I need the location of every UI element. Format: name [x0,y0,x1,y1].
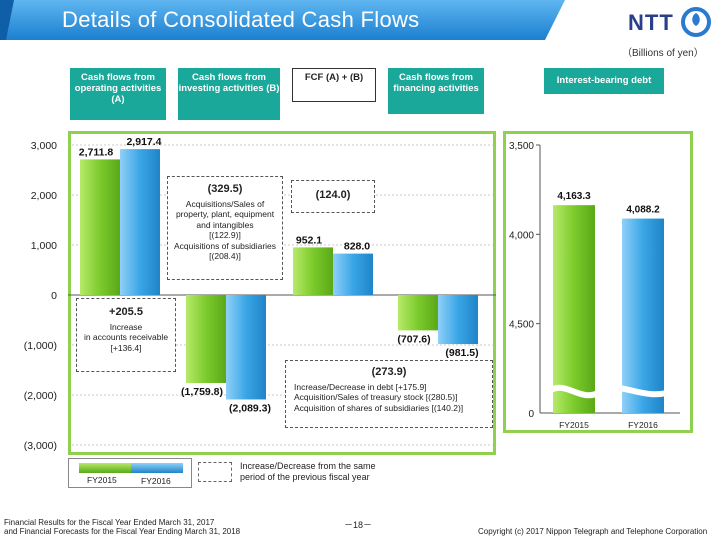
annotation-investing: (329.5) Acquisitions/Sales of property, … [167,176,283,280]
copyright: Copyright (c) 2017 Nippon Telegraph and … [478,527,708,536]
header-investing: Cash flows from investing activities (B) [178,68,280,120]
footer-left-line1: Financial Results for the Fiscal Year En… [4,518,215,527]
debt-bar-0 [553,205,595,413]
debt-category-label: FY2016 [628,420,658,430]
annotation-financing-line3: Acquisition of shares of subsidiaries [(… [294,402,464,413]
data-label: (707.6) [397,333,430,345]
header-fcf: FCF (A) + (B) [292,68,376,102]
data-label: (2,089.3) [229,402,271,414]
legend-dashed-box [198,462,232,482]
ntt-logo: NTT [628,6,716,38]
footer-left-line2: and Financial Forecasts for the Fiscal Y… [4,527,241,536]
annotation-operating-line1: Increase [109,321,143,332]
legend-dashed-line1: Increase/Decrease from the same [240,461,376,471]
annotation-operating: +205.5 Increase in accounts receivable [… [76,298,176,372]
title-banner [0,0,565,40]
page-number: －18－ [344,520,373,530]
data-label: (1,759.8) [181,386,223,398]
annotation-investing-line6: [(208.4)] [209,251,241,261]
legend-label-fy2015: FY2015 [87,475,117,485]
annotation-investing-line1: Acquisitions/Sales of [185,198,265,209]
debt-tick-label: 4,500 [509,320,534,331]
legend-swatch-fy2016 [131,463,183,473]
debt-tick-label: 4,000 [509,230,534,241]
legend-dashed-label: Increase/Decrease from the same period o… [240,461,376,483]
y-tick-label: 3,000 [31,140,57,152]
logo-text: NTT [628,10,674,35]
annotation-fcf-value: (124.0) [315,189,351,201]
legend-label-fy2016: FY2016 [141,476,171,486]
annotation-investing-value: (329.5) [207,183,243,195]
header-financing-label: Cash flows from financing activities [393,72,479,94]
bar-fy2015-2 [293,247,333,295]
bar-fy2015-0 [80,159,120,295]
header-fcf-label: FCF (A) + (B) [304,72,364,83]
bar-fy2016-2 [333,253,373,295]
header-operating: Cash flows from operating activities (A) [70,68,166,120]
annotation-operating-line3: [+136.4] [110,342,142,353]
header-operating-label: Cash flows from operating activities (A) [74,72,162,105]
annotation-financing-value: (273.9) [371,366,407,378]
header-investing-label: Cash flows from investing activities (B) [178,72,280,94]
footer-left: Financial Results for the Fiscal Year En… [4,518,240,536]
debt-panel [503,131,693,433]
legend-dashed-line2: period of the previous fiscal year [240,472,370,482]
annotation-financing-line2: Acquisition/Sales of treasury stock [(28… [294,392,458,402]
debt-data-label: 4,163.3 [557,191,591,202]
annotation-investing-line4: [(122.9)] [209,230,241,240]
data-label: 952.1 [296,234,322,246]
debt-category-label: FY2015 [559,420,589,430]
data-label: (981.5) [445,347,478,359]
ntt-logo-icon [681,7,711,37]
page-title: Details of Consolidated Cash Flows [62,7,420,32]
legend-swatch-fy2015 [79,463,131,473]
header-debt-label: Interest-bearing debt [556,75,652,86]
annotation-operating-value: +205.5 [109,306,143,318]
annotation-financing: (273.9) Increase/Decrease in debt [+175.… [285,360,493,428]
annotation-investing-line3: and intangibles [196,219,254,230]
unit-label: （Billions of yen） [622,48,704,59]
bar-fy2015-3 [398,295,438,331]
y-tick-label: (1,000) [24,340,57,352]
debt-bar-1 [622,218,664,413]
y-tick-label: 2,000 [31,190,57,202]
header-financing: Cash flows from financing activities [388,68,484,114]
axis-break-wave-inner [547,386,676,397]
annotation-financing-line1: Increase/Decrease in debt [+175.9] [294,381,427,392]
y-tick-label: 1,000 [31,240,57,252]
annotation-investing-line2: property, plant, equipment [175,209,275,219]
data-label: 2,711.8 [79,146,114,158]
y-tick-label: (2,000) [24,390,57,402]
bar-fy2016-1 [226,295,266,400]
bar-fy2016-3 [438,295,478,345]
y-tick-label: (3,000) [24,440,57,452]
header-debt: Interest-bearing debt [544,68,664,94]
bar-fy2015-1 [186,295,226,383]
data-label: 2,917.4 [126,136,161,148]
bar-fy2016-0 [120,149,160,295]
annotation-investing-line5: Acquisitions of subsidiaries [173,240,277,251]
cash-flow-panel [68,131,496,455]
data-label: 828.0 [344,241,370,253]
annotation-operating-line2: in accounts receivable [83,332,169,342]
debt-tick-label: 0 [528,409,534,420]
debt-data-label: 4,088.2 [626,205,660,216]
annotation-fcf: (124.0) [291,180,375,213]
legend: FY2015 FY2016 [68,458,192,488]
y-tick-label: 0 [51,290,57,302]
debt-tick-label: 3,500 [509,141,534,152]
